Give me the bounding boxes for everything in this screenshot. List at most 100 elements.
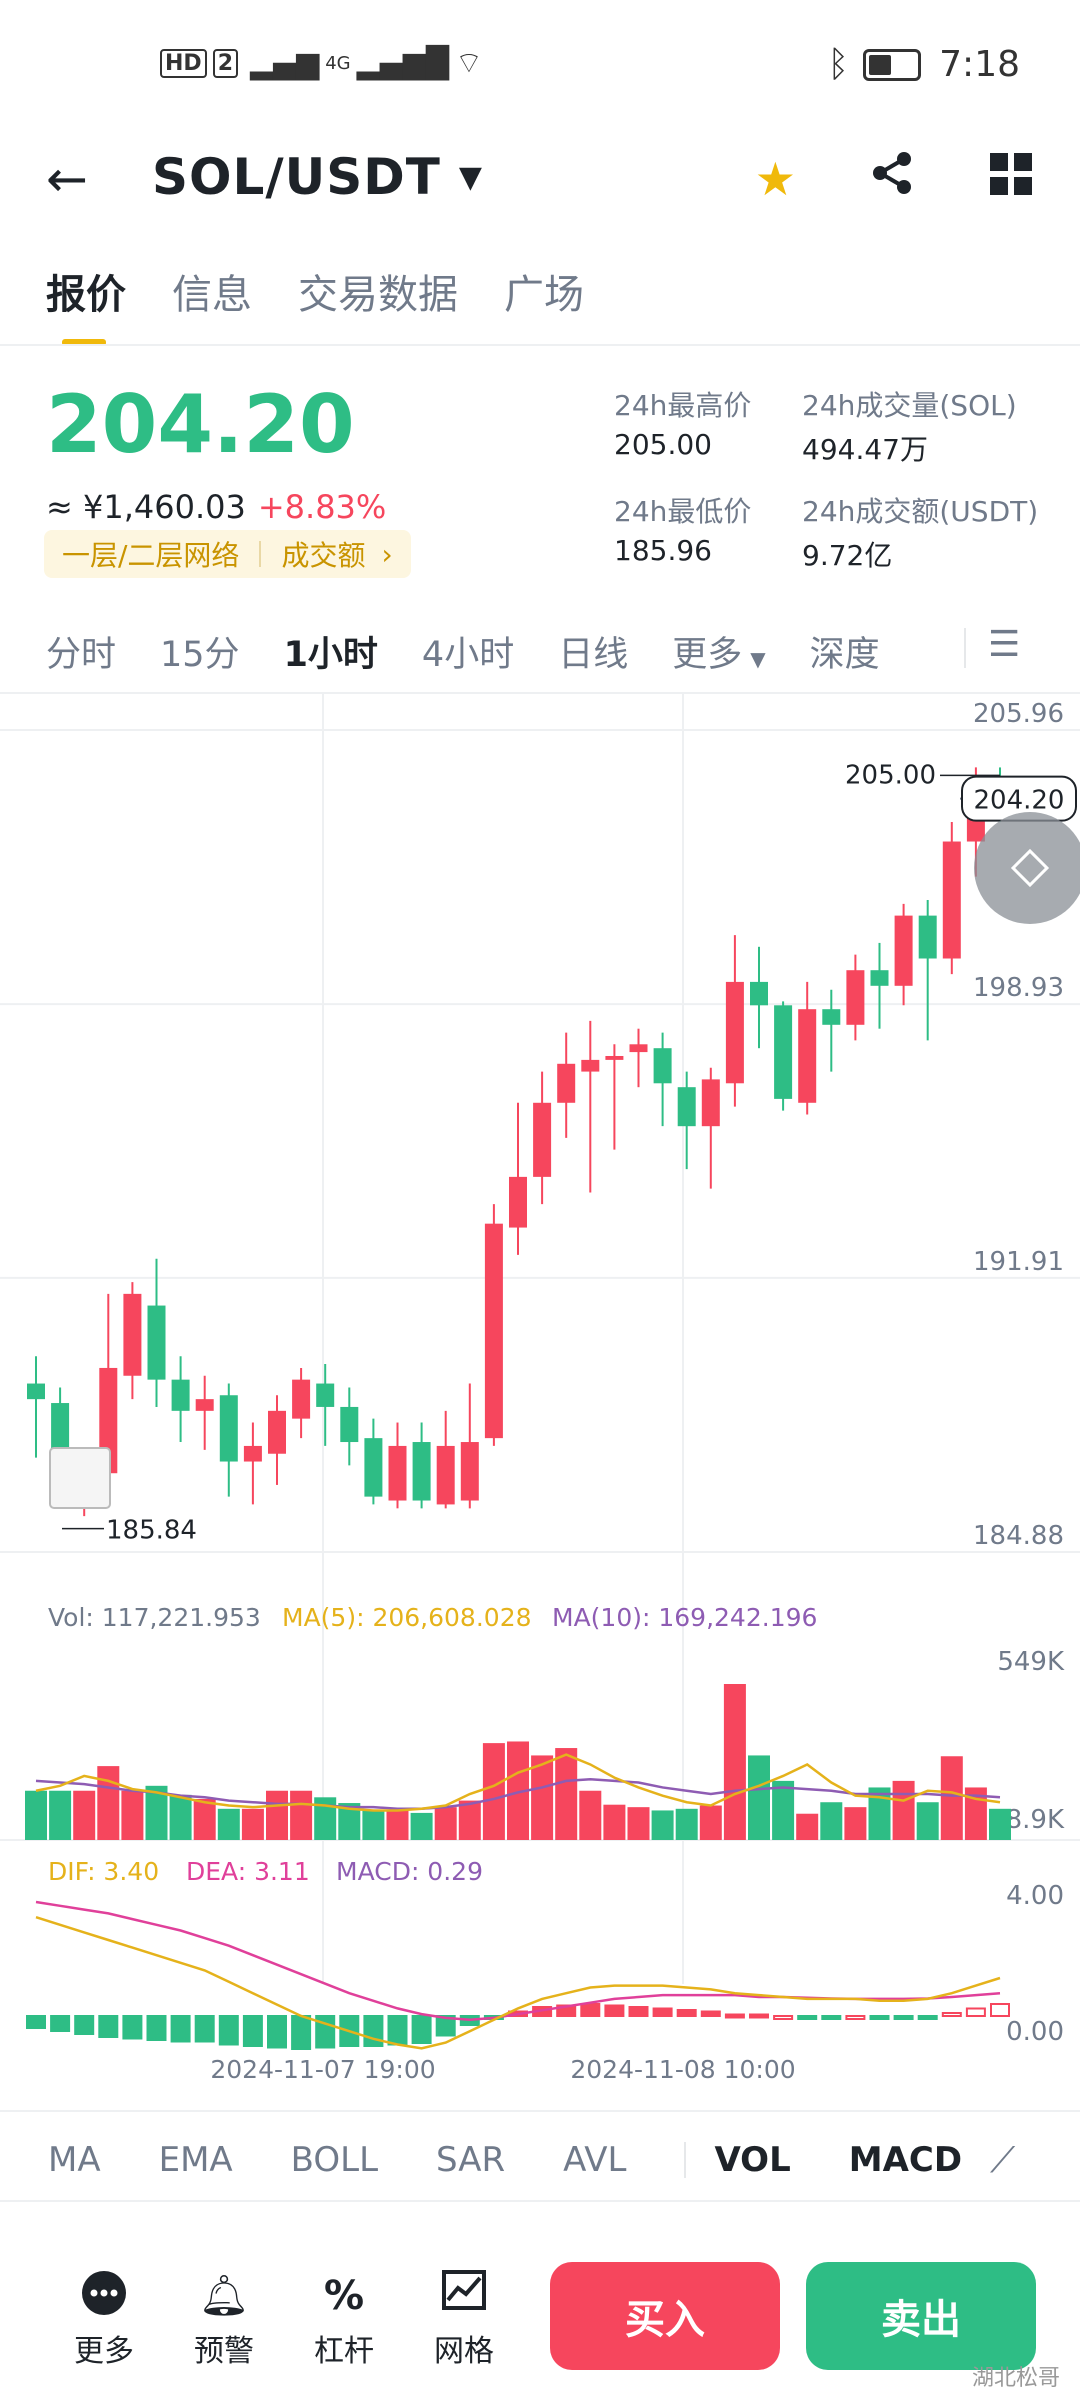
macd-histogram-bar [990,2003,1010,2017]
candle-body [942,841,961,959]
candle-body [581,1059,600,1072]
vol-usdt-value: 9.72亿 [802,539,893,572]
indicator-settings-icon[interactable]: ⟋ [990,2140,1016,2181]
interval-more-label: 更多 [672,635,743,675]
macd-dif-line [35,1916,1001,2050]
interval-1d[interactable]: 日线 [558,635,629,675]
candle-body [846,970,865,1025]
high-value: 205.00 [614,428,712,461]
candle-body [195,1399,214,1411]
grid-button[interactable]: 网格 [424,2270,504,2370]
ind-vol[interactable]: VOL [714,2140,791,2180]
share-icon[interactable] [870,150,916,207]
pair-selector[interactable]: SOL/USDT ▼ [152,148,483,206]
macd-dif-label: DIF: 3.40 [48,1857,159,1886]
candle-body [99,1367,118,1474]
interval-4h[interactable]: 4小时 [421,635,515,675]
candle-body [774,1005,793,1099]
bottom-bar: 更多 🔔︎ 预警 % 杠杆 网格 买入 卖出 湖北松哥 [0,2210,1080,2400]
header-actions: ★ [755,150,1032,207]
grid-menu-icon[interactable] [990,152,1032,206]
volume-bar [723,1684,746,1840]
kline-chart[interactable]: 205.96 198.93 191.91 184.88 205.00 185.84 204.… [0,694,1080,2094]
battery-icon [863,48,922,81]
clock: 7:18 [939,44,1020,85]
vol-usdt-label: 24h成交额(USDT) [802,495,1039,528]
interval-15m[interactable]: 15分 [160,635,240,675]
tab-info[interactable]: 信息 [172,272,252,318]
volume-bar [362,1810,385,1840]
macd-histogram-bar [821,2015,842,2020]
volume-bar [410,1812,433,1840]
tab-square[interactable]: 广场 [504,272,584,318]
candle-body [340,1406,359,1443]
ind-ema[interactable]: EMA [158,2140,233,2180]
candle-body [653,1048,672,1084]
macd-histogram-bar [604,2004,625,2017]
category-tag[interactable]: 一层/二层网络 成交额 › [44,530,411,578]
candle-body [316,1383,335,1407]
candle-body [436,1445,455,1505]
macd-axis-label: 4.00 [1006,1881,1064,1911]
volume-bar [989,1808,1011,1840]
macd-histogram-bar [122,2015,143,2040]
vol-sol-label: 24h成交量(SOL) [802,389,1017,422]
vol-ma10-line [35,1777,1001,1811]
macd-histogram-bar [74,2015,95,2035]
macd-histogram-bar [26,2015,46,2029]
alert-label: 预警 [194,2334,254,2369]
tabs-divider [0,344,1080,346]
macd-dea-line [35,1900,1001,2022]
candle-body [268,1410,286,1454]
tab-quote[interactable]: 报价 [46,262,126,346]
macd-histogram-bar [267,2015,287,2049]
vol-sol-value: 494.47万 [802,433,928,466]
low-value: 185.96 [614,534,712,567]
macd-histogram-bar [146,2015,167,2041]
margin-button[interactable]: % 杠杆 [304,2270,384,2370]
volume-bar [458,1800,481,1840]
interval-1h[interactable]: 1小时 [283,635,378,675]
macd-histogram-bar [291,2015,312,2050]
star-icon[interactable]: ★ [754,151,796,206]
network-label: 4G [325,52,351,74]
more-button[interactable]: 更多 [64,2270,144,2370]
signal-icon-2: ▂▄▆█ [356,45,449,81]
leverage-icon: % [323,2273,365,2319]
ind-ma[interactable]: MA [48,2140,101,2180]
price-axis-label: 191.91 [973,1247,1064,1277]
volume-bar [217,1808,240,1840]
volume-bar [916,1802,939,1840]
price-sub: ≈ ¥1,460.03 +8.83% [46,488,386,526]
macd-histogram-bar [749,2013,769,2019]
candle-body [27,1383,45,1400]
volume-bar [699,1805,722,1840]
interval-timeline[interactable]: 分时 [46,635,117,675]
back-arrow-icon[interactable]: ← [46,150,88,208]
more-label: 更多 [74,2334,134,2369]
interval-depth[interactable]: 深度 [809,635,880,675]
buy-button[interactable]: 买入 [550,2262,780,2370]
macd-histogram-bar [724,2013,745,2019]
candle-body [725,981,744,1084]
candle-body [557,1063,576,1103]
watermark: 湖北松哥 [971,2366,1060,2391]
volume-bar [482,1743,505,1840]
price-axis-label: 205.96 [973,699,1064,729]
tab-trade-data[interactable]: 交易数据 [298,272,458,318]
interval-more[interactable]: 更多 ▼ [672,626,765,677]
ind-sar[interactable]: SAR [436,2140,506,2180]
macd-histogram-bar [50,2015,71,2032]
sell-button[interactable]: 卖出 [806,2262,1036,2370]
ind-macd[interactable]: MACD [848,2140,963,2180]
chart-settings-icon[interactable]: ☰ [988,624,1021,665]
alert-button[interactable]: 🔔︎ 预警 [184,2270,264,2370]
volume-bar [627,1807,650,1840]
ind-boll[interactable]: BOLL [290,2140,379,2180]
ind-avl[interactable]: AVL [563,2140,627,2180]
low-label: 24h最低价 [614,495,752,528]
candle-body [605,1055,624,1060]
volume-bar [314,1797,337,1840]
main-tabs: 报价 信息 交易数据 广场 [46,262,584,346]
last-price: 204.20 [46,378,355,471]
